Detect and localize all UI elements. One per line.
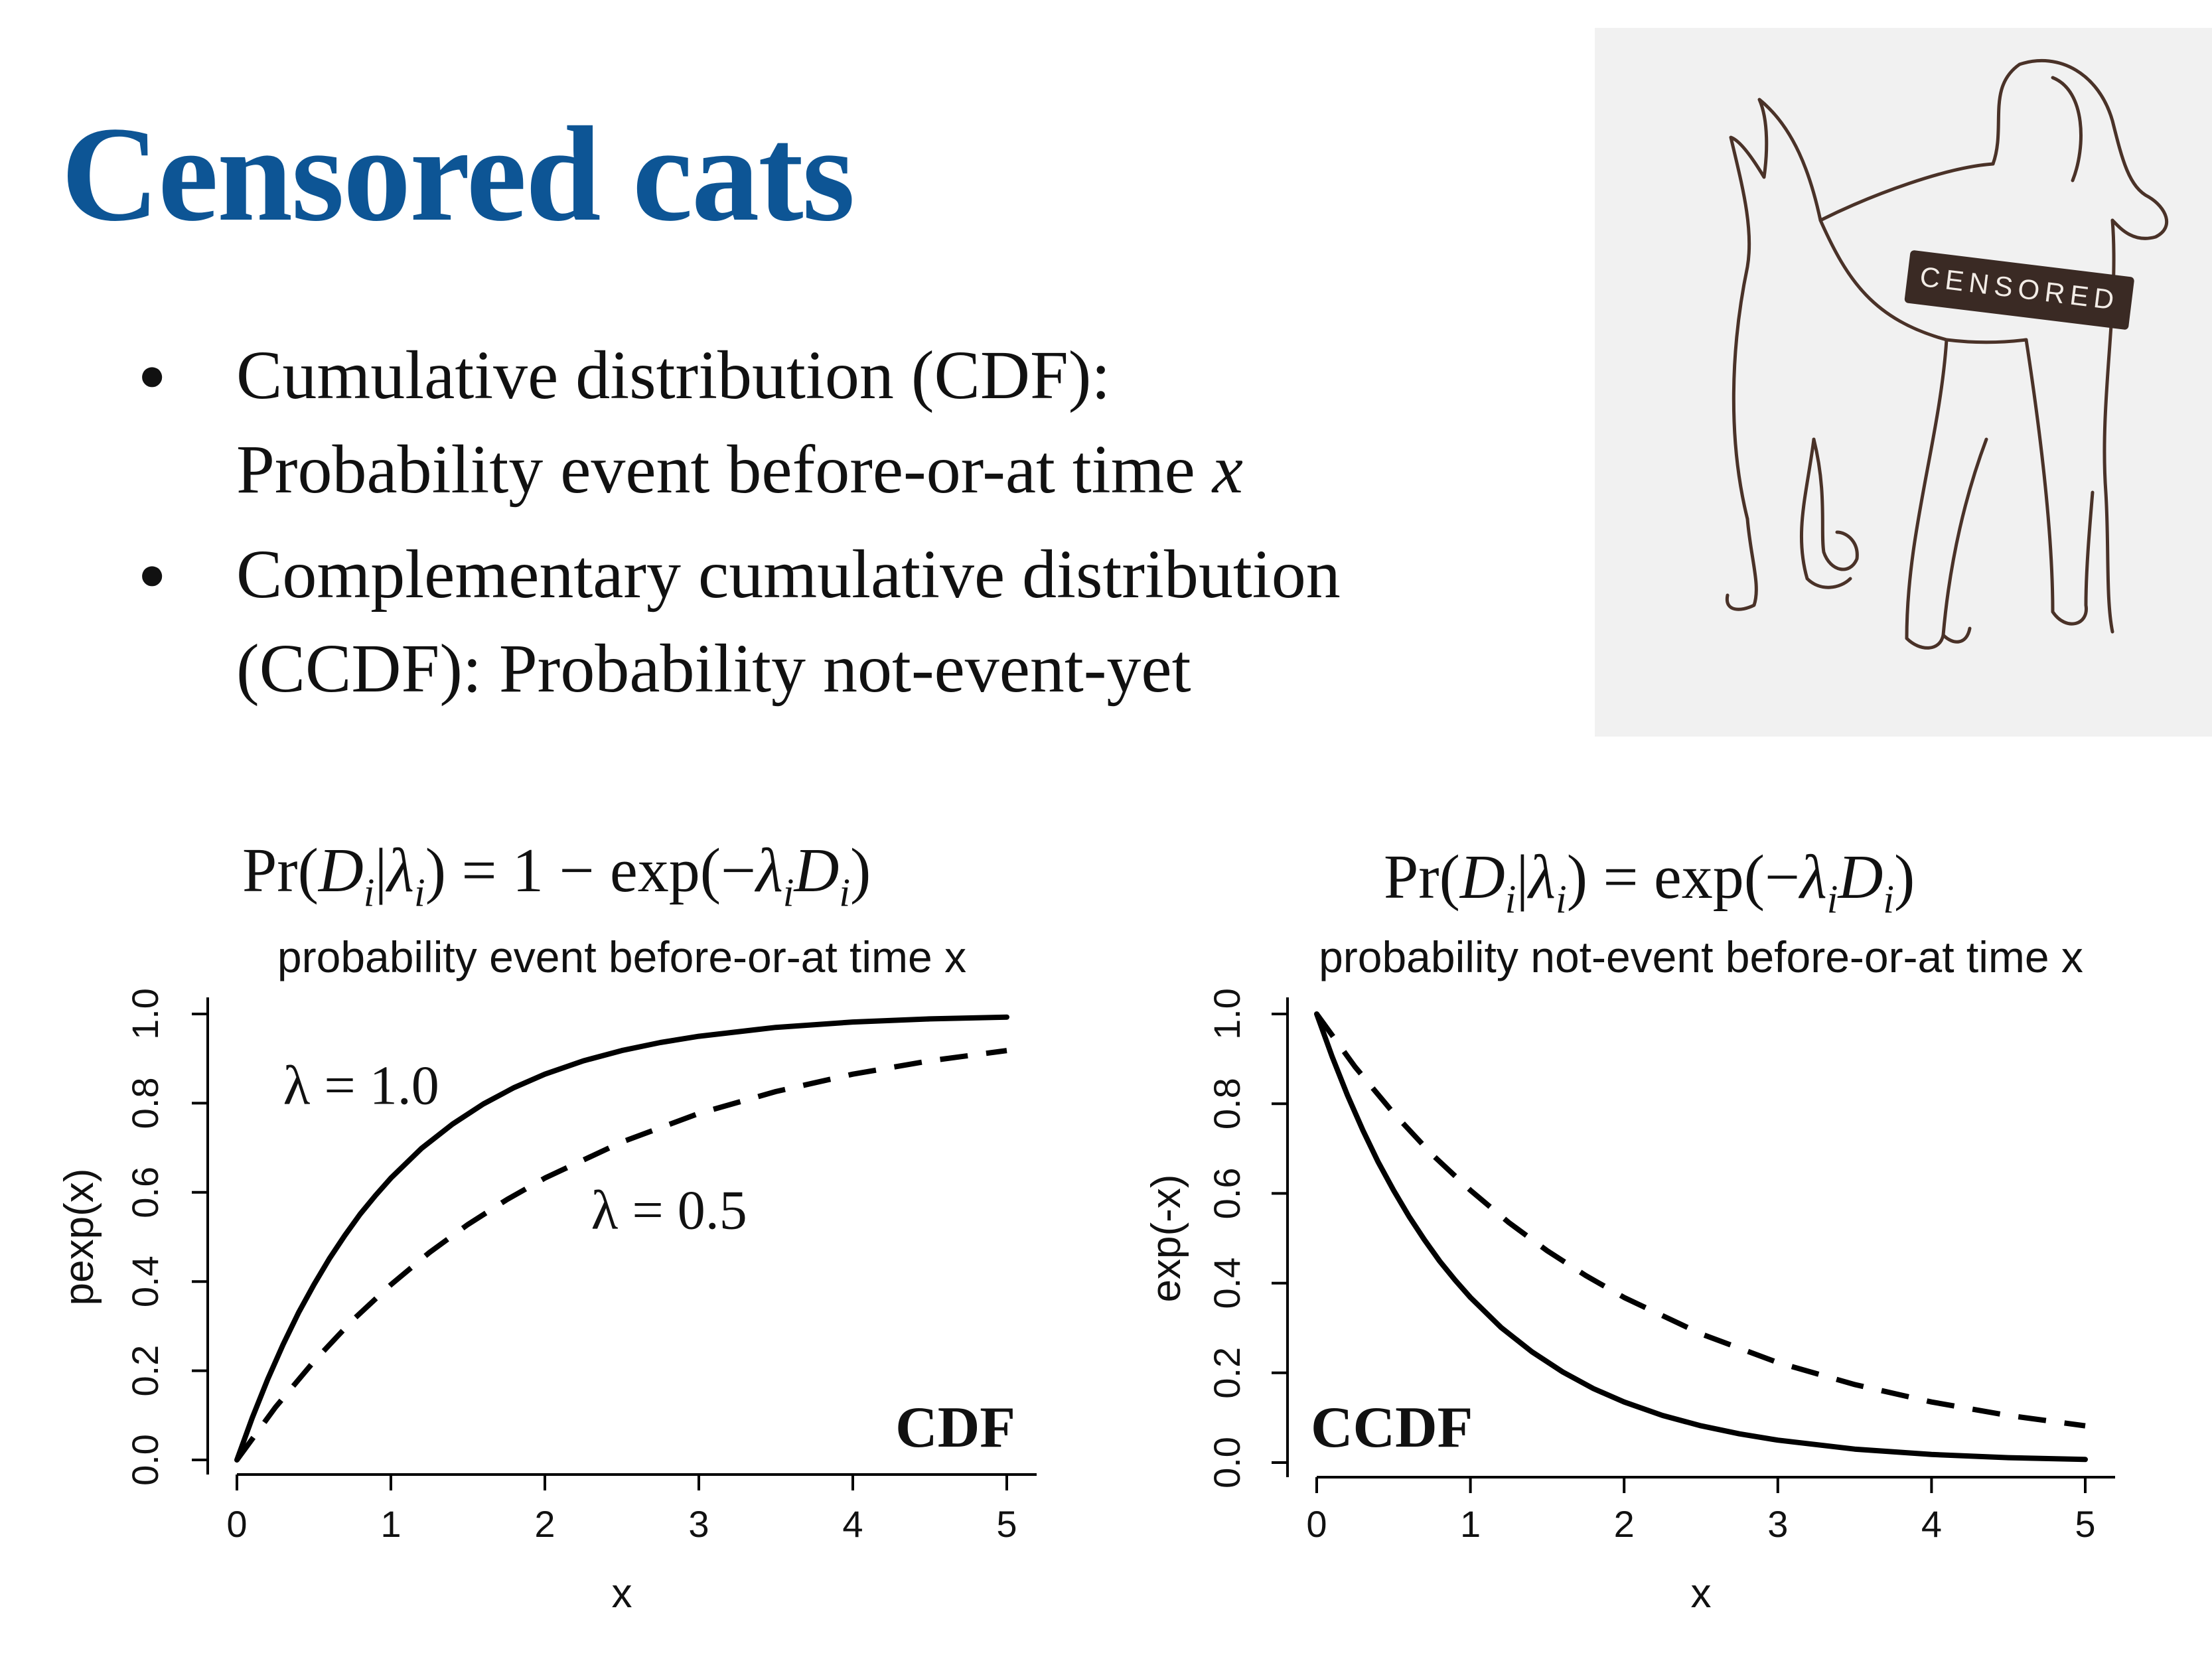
y-tick-label: 0.2 (124, 1345, 166, 1397)
solid-series-line (234, 1014, 1009, 1463)
chart-title: probability event before-or-at time x (277, 932, 966, 981)
y-tick-label: 0.0 (124, 1434, 166, 1486)
y-tick-label: 0.4 (1206, 1258, 1248, 1309)
cat-foot-right (1941, 626, 1972, 644)
censored-cat-illustration: CENSORED (1595, 28, 2212, 737)
y-tick-label: 0.0 (1206, 1437, 1248, 1488)
bullet-text-continued: (CCDF): Probability not-event-yet (236, 630, 1191, 707)
cat-hind-leg (2024, 338, 2095, 626)
dashed-series-line (1314, 1012, 2086, 1429)
bullet-item-ccdf: ● Complementary cumulative distribution … (133, 528, 1526, 716)
y-tick-label: 0.6 (1206, 1167, 1248, 1219)
lambda-annotation: λ = 1.0 (283, 1055, 439, 1117)
x-tick-label: 5 (2075, 1503, 2095, 1545)
lambda-annotation: λ = 0.5 (591, 1180, 747, 1242)
ccdf-formula: Pr(Di|λi) = exp(−λiDi) (1384, 843, 1915, 921)
y-tick-label: 1.0 (1206, 988, 1248, 1040)
x-tick-label: 3 (1767, 1503, 1788, 1545)
y-tick-label: 0.8 (1206, 1078, 1248, 1129)
variable-x: x (1212, 431, 1243, 508)
bullet-item-cdf: ● Cumulative distribution (CDF): Probabi… (133, 328, 1526, 517)
cat-tail-outline (2051, 76, 2083, 182)
bullet-text: Cumulative distribution (CDF): (236, 337, 1111, 413)
x-tick-label: 5 (996, 1503, 1017, 1545)
bullet-list: ● Cumulative distribution (CDF): Probabi… (133, 328, 1526, 727)
cat-line-drawing-icon: CENSORED (1725, 58, 2169, 650)
cat-left-leg (1725, 517, 1758, 611)
x-axis-label: x (1691, 1571, 1712, 1617)
x-axis-label: x (612, 1571, 632, 1617)
cat-belly (1818, 218, 2028, 344)
cdf-formula: Pr(Di|λi) = 1 − exp(−λiDi) (242, 836, 871, 914)
y-tick-label: 1.0 (124, 988, 166, 1040)
y-tick-label: 0.8 (124, 1077, 166, 1129)
cat-back-leg (1905, 338, 1988, 650)
chart-title: probability not-event before-or-at time … (1319, 932, 2083, 981)
x-tick-label: 2 (1614, 1503, 1635, 1545)
y-tick-label: 0.2 (1206, 1347, 1248, 1399)
y-tick-label: 0.6 (124, 1167, 166, 1218)
cdf-corner-label: CDF (895, 1396, 1015, 1460)
ccdf-corner-label: CCDF (1311, 1396, 1473, 1460)
bullet-text: Complementary cumulative distribution (236, 536, 1341, 613)
cat-back-outline (1991, 58, 2169, 240)
cat-front-leg (1799, 437, 1852, 589)
x-tick-label: 1 (380, 1503, 401, 1545)
y-tick-label: 0.4 (124, 1256, 166, 1307)
bullet-dot-icon: ● (138, 549, 167, 600)
y-axis-label: pexp(x) (56, 1169, 102, 1306)
slide-title: Censored cats (61, 99, 855, 250)
x-tick-label: 4 (1921, 1503, 1942, 1545)
y-axis-label: exp(-x) (1143, 1175, 1189, 1303)
x-tick-label: 0 (226, 1503, 247, 1545)
x-tick-label: 0 (1306, 1503, 1327, 1545)
x-tick-label: 2 (534, 1503, 555, 1545)
solid-series-line (1314, 1011, 2088, 1463)
x-tick-label: 3 (688, 1503, 709, 1545)
x-tick-label: 4 (842, 1503, 863, 1545)
dashed-series-line (234, 1048, 1007, 1462)
bullet-text-continued: Probability event before-or-at time x (236, 431, 1243, 508)
cat-raised-paw (1812, 437, 1859, 571)
cat-head-outline (1729, 98, 1995, 521)
x-tick-label: 1 (1460, 1503, 1481, 1545)
bullet-dot-icon: ● (138, 350, 167, 401)
